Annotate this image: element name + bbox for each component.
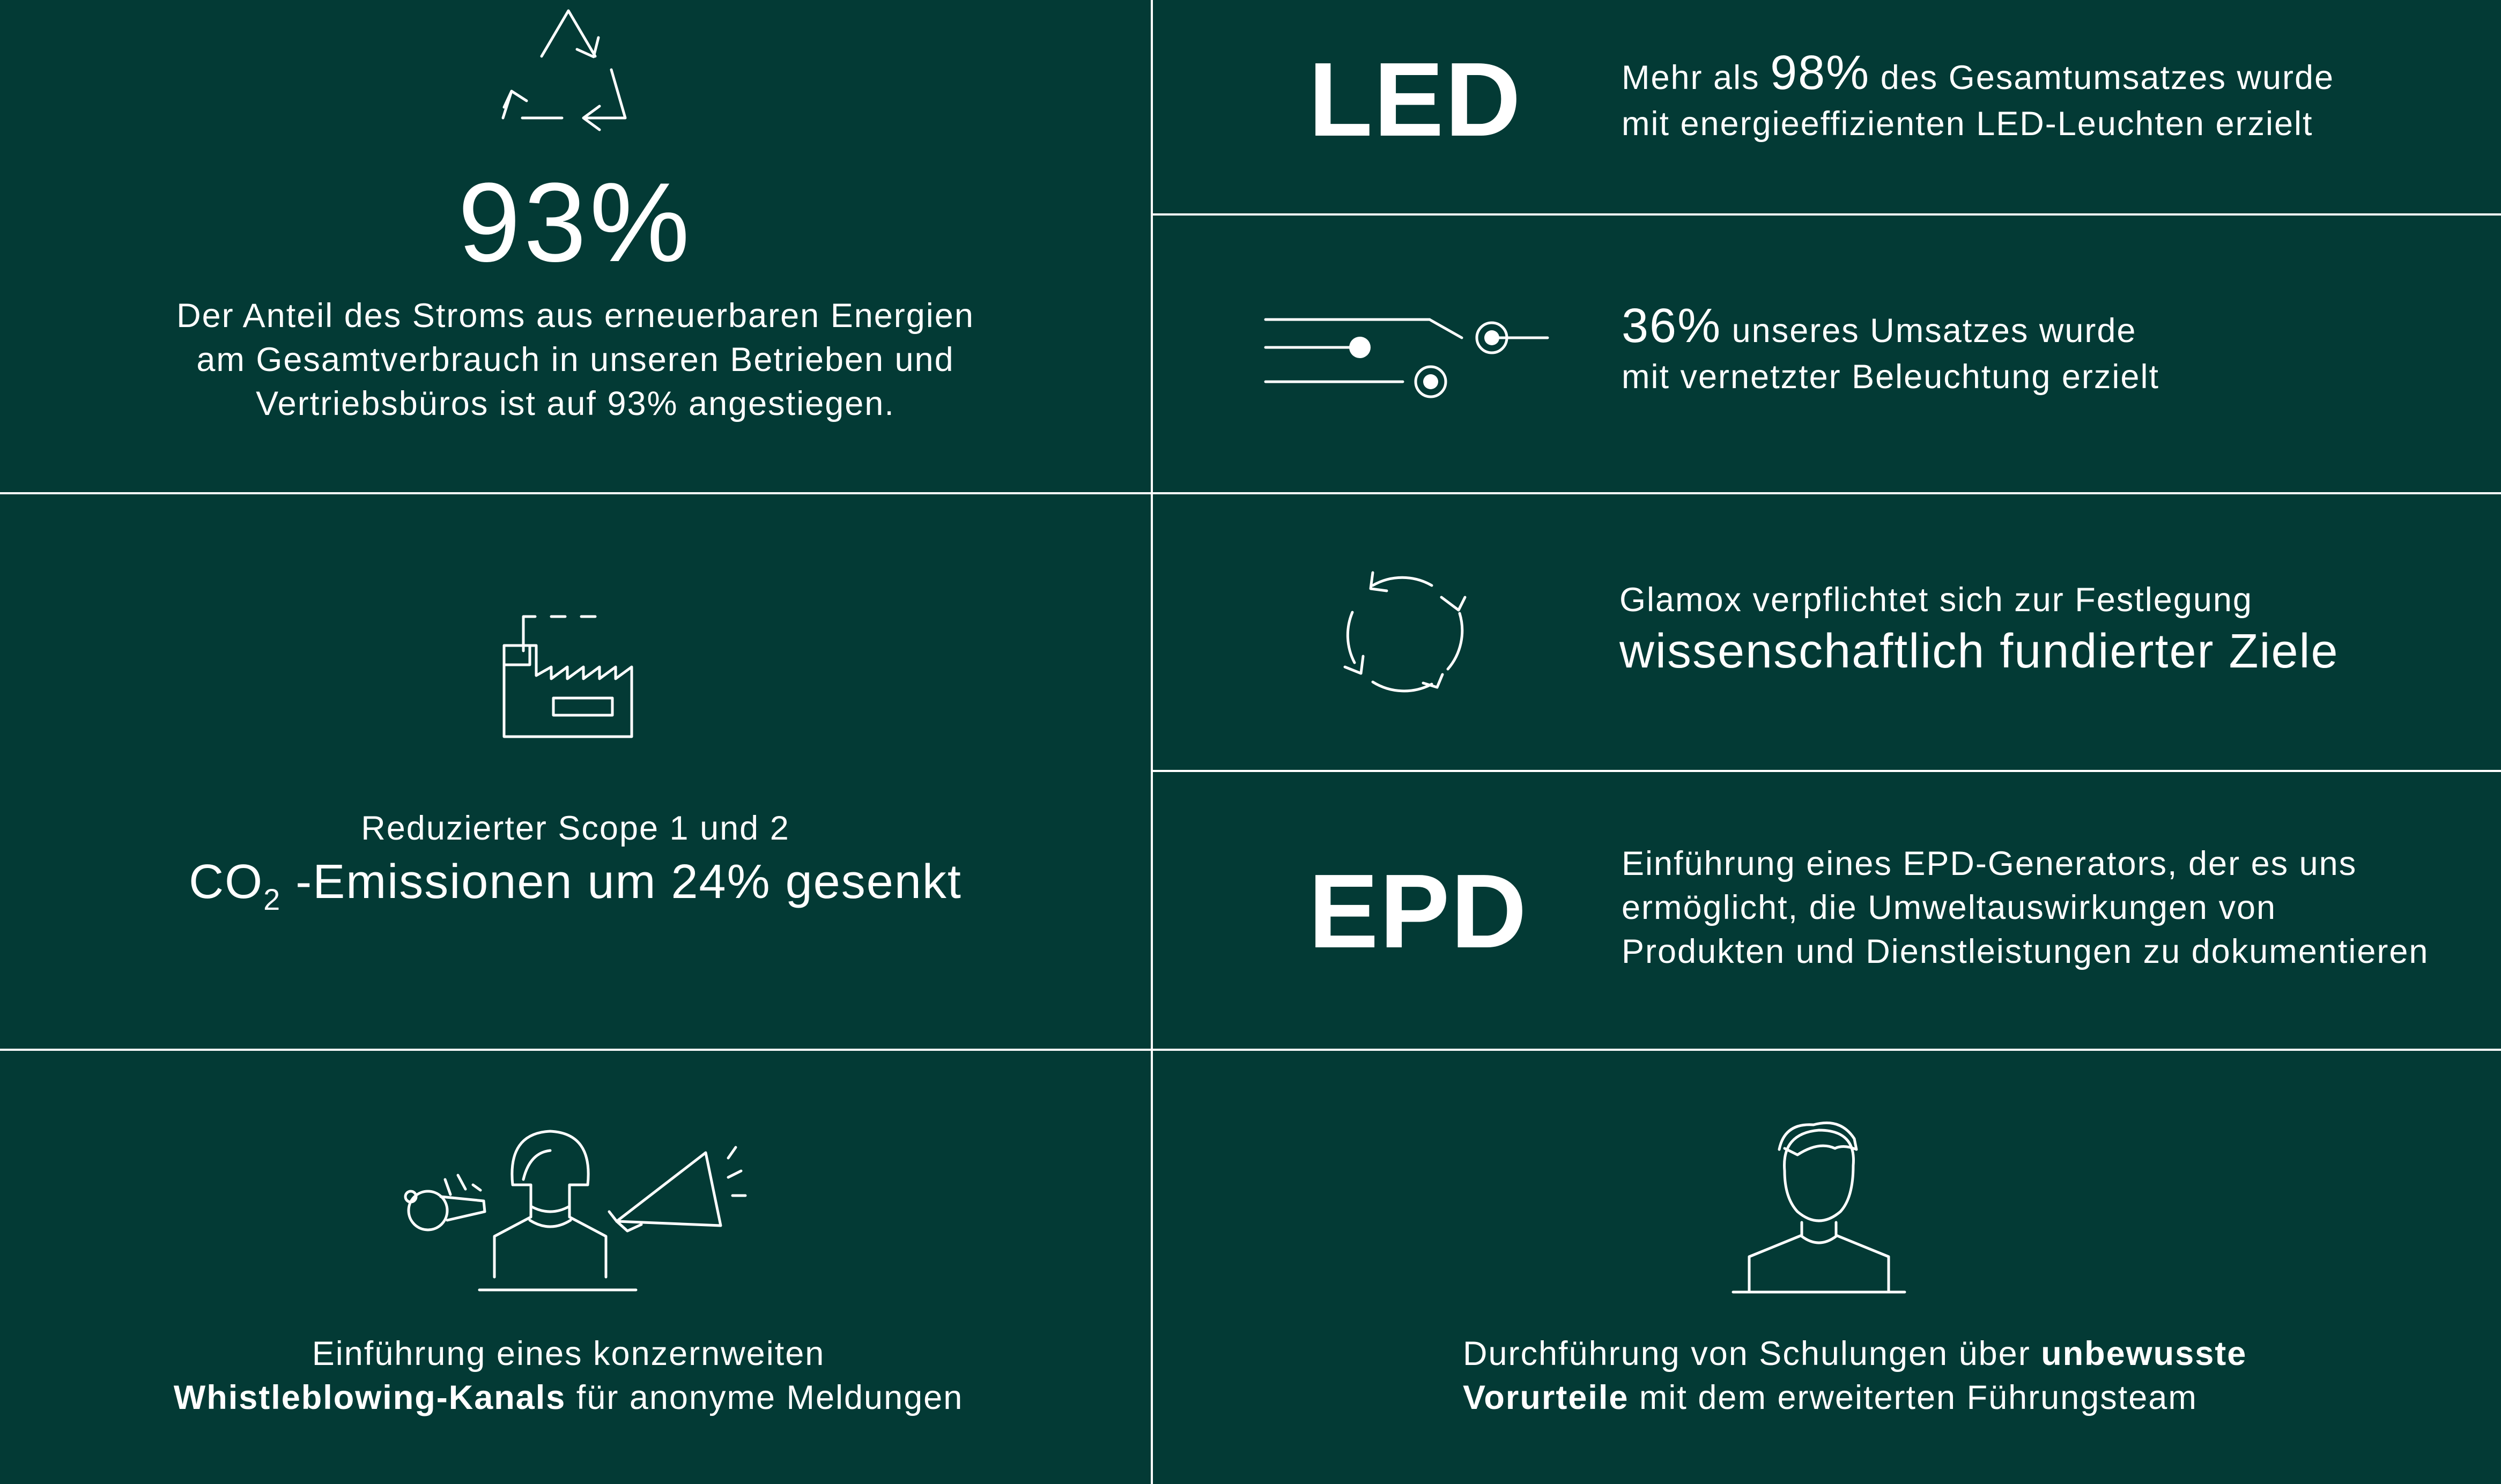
- training-bold1: unbewusste: [2041, 1335, 2247, 1372]
- whistleblower-icon: [404, 1130, 747, 1292]
- training-line1: Durchführung von Schulungen über unbewus…: [1463, 1332, 2247, 1376]
- person-icon: [1732, 1121, 1906, 1294]
- emissions-line1: Reduzierter Scope 1 und 2: [361, 810, 790, 847]
- refresh-icon: [1343, 571, 1467, 693]
- led-line1: Mehr als 98% des Gesamtumsatzes wurde: [1622, 48, 2334, 102]
- renewable-line1: Der Anteil des Stroms aus erneuerbaren E…: [176, 297, 974, 335]
- recycle-icon: [501, 9, 627, 131]
- renewable-description: Der Anteil des Stroms aus erneuerbaren E…: [0, 294, 1151, 426]
- emissions-rest: -Emissionen um 24% gesenkt: [281, 855, 962, 909]
- renewable-line3: Vertriebsbüros ist auf 93% angestiegen.: [256, 385, 895, 422]
- emissions-co: CO: [189, 855, 264, 909]
- epd-line1: Einführung eines EPD-Generators, der es …: [1622, 845, 2357, 882]
- connected-post: unseres Umsatzes wurde: [1721, 312, 2137, 350]
- training-line2: Vorurteile mit dem erweiterten Führungst…: [1463, 1376, 2247, 1420]
- whistle-description: Einführung eines konzernweiten Whistlebl…: [0, 1332, 1137, 1420]
- whistle-line2: Whistleblowing-Kanals für anonyme Meldun…: [0, 1376, 1137, 1420]
- connected-line1: 36% unseres Umsatzes wurde: [1622, 301, 2159, 355]
- divider-science: [1152, 770, 2501, 772]
- factory-icon: [502, 615, 633, 738]
- connected-line2: mit vernetzter Beleuchtung erzielt: [1622, 358, 2159, 396]
- epd-logo: EPD: [1308, 852, 1528, 970]
- epd-description: Einführung eines EPD-Generators, der es …: [1622, 842, 2429, 974]
- divider-row1: [0, 492, 2501, 494]
- connected-description: 36% unseres Umsatzes wurde mit vernetzte…: [1622, 301, 2159, 398]
- renewable-line2: am Gesamtverbrauch in unseren Betrieben …: [196, 341, 954, 379]
- epd-line2: ermöglicht, die Umweltauswirkungen von: [1622, 889, 2277, 926]
- led-value: 98%: [1770, 46, 1870, 100]
- whistle-line1: Einführung eines konzernweiten: [312, 1335, 825, 1372]
- switch-icon: [1264, 318, 1549, 398]
- science-line1: Glamox verpflichtet sich zur Festlegung: [1619, 581, 2253, 619]
- training-bold2: Vorurteile: [1463, 1379, 1629, 1416]
- emissions-sub: 2: [263, 882, 282, 916]
- divider-led: [1152, 213, 2501, 216]
- divider-row2: [0, 1049, 2501, 1051]
- emissions-headline: CO2 -Emissionen um 24% gesenkt: [0, 852, 1151, 917]
- epd-line3: Produkten und Dienstleistungen zu dokume…: [1622, 933, 2429, 970]
- science-line2: wissenschaftlich fundierter Ziele: [1619, 625, 2339, 678]
- led-line2: mit energieeffizienten LED-Leuchten erzi…: [1622, 105, 2313, 143]
- whistle-bold: Whistleblowing-Kanals: [173, 1379, 566, 1416]
- vertical-divider: [1151, 0, 1153, 1484]
- led-description: Mehr als 98% des Gesamtumsatzes wurde mi…: [1622, 48, 2334, 145]
- science-description: Glamox verpflichtet sich zur Festlegung …: [1619, 578, 2339, 681]
- training-description: Durchführung von Schulungen über unbewus…: [1463, 1332, 2247, 1420]
- renewable-value: 93%: [457, 159, 693, 285]
- training-pre: Durchführung von Schulungen über: [1463, 1335, 2041, 1372]
- training-rest: mit dem erweiterten Führungsteam: [1629, 1379, 2197, 1416]
- connected-value: 36%: [1622, 299, 1722, 353]
- led-pre: Mehr als: [1622, 59, 1771, 97]
- whistle-rest: für anonyme Meldungen: [566, 1379, 964, 1416]
- led-logo: LED: [1308, 41, 1522, 158]
- led-post: des Gesamtumsatzes wurde: [1870, 59, 2335, 97]
